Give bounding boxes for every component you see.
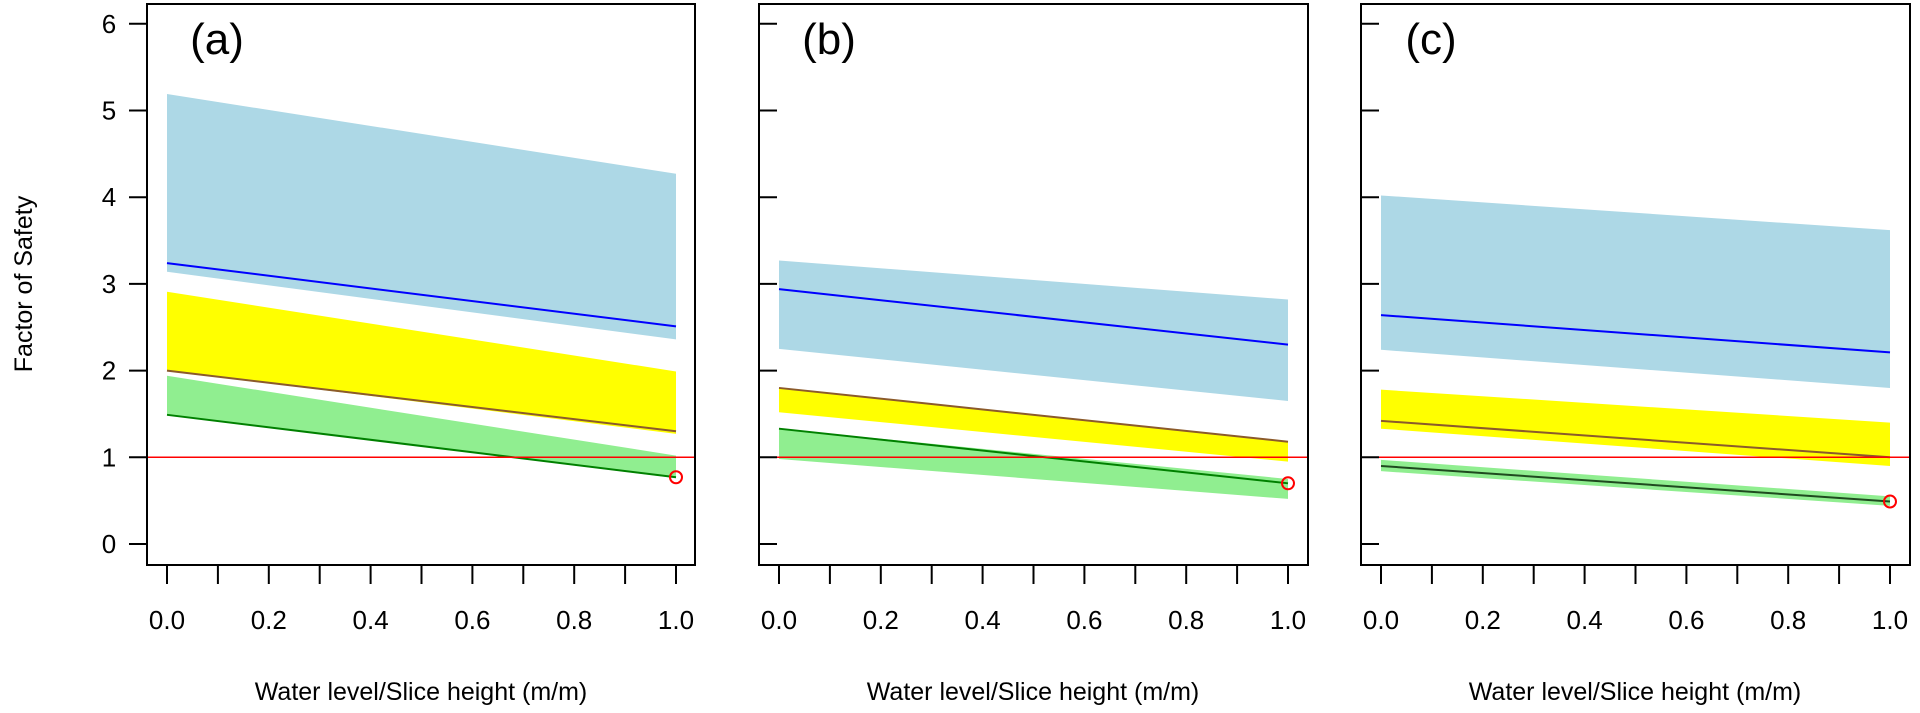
confidence-band xyxy=(779,428,1288,499)
y-tick-label: 2 xyxy=(102,356,116,386)
x-tick-label: 0.2 xyxy=(1465,605,1501,635)
panel-a: (a) Water level/Slice height (m/m) Facto… xyxy=(10,3,696,706)
x-axis-label: Water level/Slice height (m/m) xyxy=(867,678,1200,706)
x-axis-label: Water level/Slice height (m/m) xyxy=(1469,678,1802,706)
confidence-band xyxy=(167,375,676,479)
critical-point-marker xyxy=(1281,476,1295,491)
x-tick-label: 0.4 xyxy=(965,605,1001,635)
x-tick-label: 0.8 xyxy=(1770,605,1806,635)
series-line xyxy=(778,386,1289,443)
y-tick-label: 5 xyxy=(102,96,116,126)
series-line xyxy=(166,369,677,433)
y-tick-label: 3 xyxy=(102,269,116,299)
y-tick-label: 0 xyxy=(102,529,116,559)
x-tick-label: 0.8 xyxy=(556,605,592,635)
confidence-band xyxy=(779,387,1288,462)
critical-point-marker xyxy=(669,470,683,485)
series-line xyxy=(1380,419,1891,459)
x-tick-label: 0.8 xyxy=(1168,605,1204,635)
panel-label: (b) xyxy=(802,15,856,64)
x-tick-label: 1.0 xyxy=(1872,605,1908,635)
panel-c: (c) Water level/Slice height (m/m) 0.0 0.… xyxy=(1360,3,1911,706)
series-line xyxy=(1380,314,1891,354)
critical-point-marker xyxy=(1883,494,1897,509)
x-tick-label: 0.4 xyxy=(1567,605,1603,635)
x-tick-label: 0.0 xyxy=(1363,605,1399,635)
x-tick-label: 1.0 xyxy=(1270,605,1306,635)
plot-layer xyxy=(758,3,1309,584)
confidence-band xyxy=(167,291,676,434)
x-tick-label: 0.6 xyxy=(1066,605,1102,635)
x-tick-label: 1.0 xyxy=(658,605,694,635)
series-line xyxy=(778,427,1289,485)
series-line xyxy=(778,288,1289,346)
plot-layer xyxy=(1360,3,1911,584)
x-tick-label: 0.0 xyxy=(149,605,185,635)
panel-b: (b) Water level/Slice height (m/m) 0.0 0.… xyxy=(758,3,1309,706)
confidence-band xyxy=(167,94,676,340)
x-tick-label: 0.2 xyxy=(863,605,899,635)
x-axis-label: Water level/Slice height (m/m) xyxy=(255,678,588,706)
series-line xyxy=(1380,464,1891,503)
panel-label: (a) xyxy=(190,15,244,64)
confidence-band xyxy=(779,260,1288,401)
x-tick-label: 0.2 xyxy=(251,605,287,635)
x-tick-label: 0.6 xyxy=(1668,605,1704,635)
confidence-band xyxy=(1381,195,1890,388)
x-tick-label: 0.0 xyxy=(761,605,797,635)
y-tick-label: 4 xyxy=(102,182,116,212)
x-tick-label: 0.4 xyxy=(353,605,389,635)
y-axis-label: Factor of Safety xyxy=(10,195,38,372)
y-tick-label: 1 xyxy=(102,442,116,472)
plot-layer xyxy=(129,3,696,584)
confidence-band xyxy=(1381,389,1890,466)
series-line xyxy=(166,413,677,479)
series-line xyxy=(166,262,677,328)
panel-label: (c) xyxy=(1405,15,1456,64)
x-tick-label: 0.6 xyxy=(454,605,490,635)
y-tick-label: 6 xyxy=(102,9,116,39)
